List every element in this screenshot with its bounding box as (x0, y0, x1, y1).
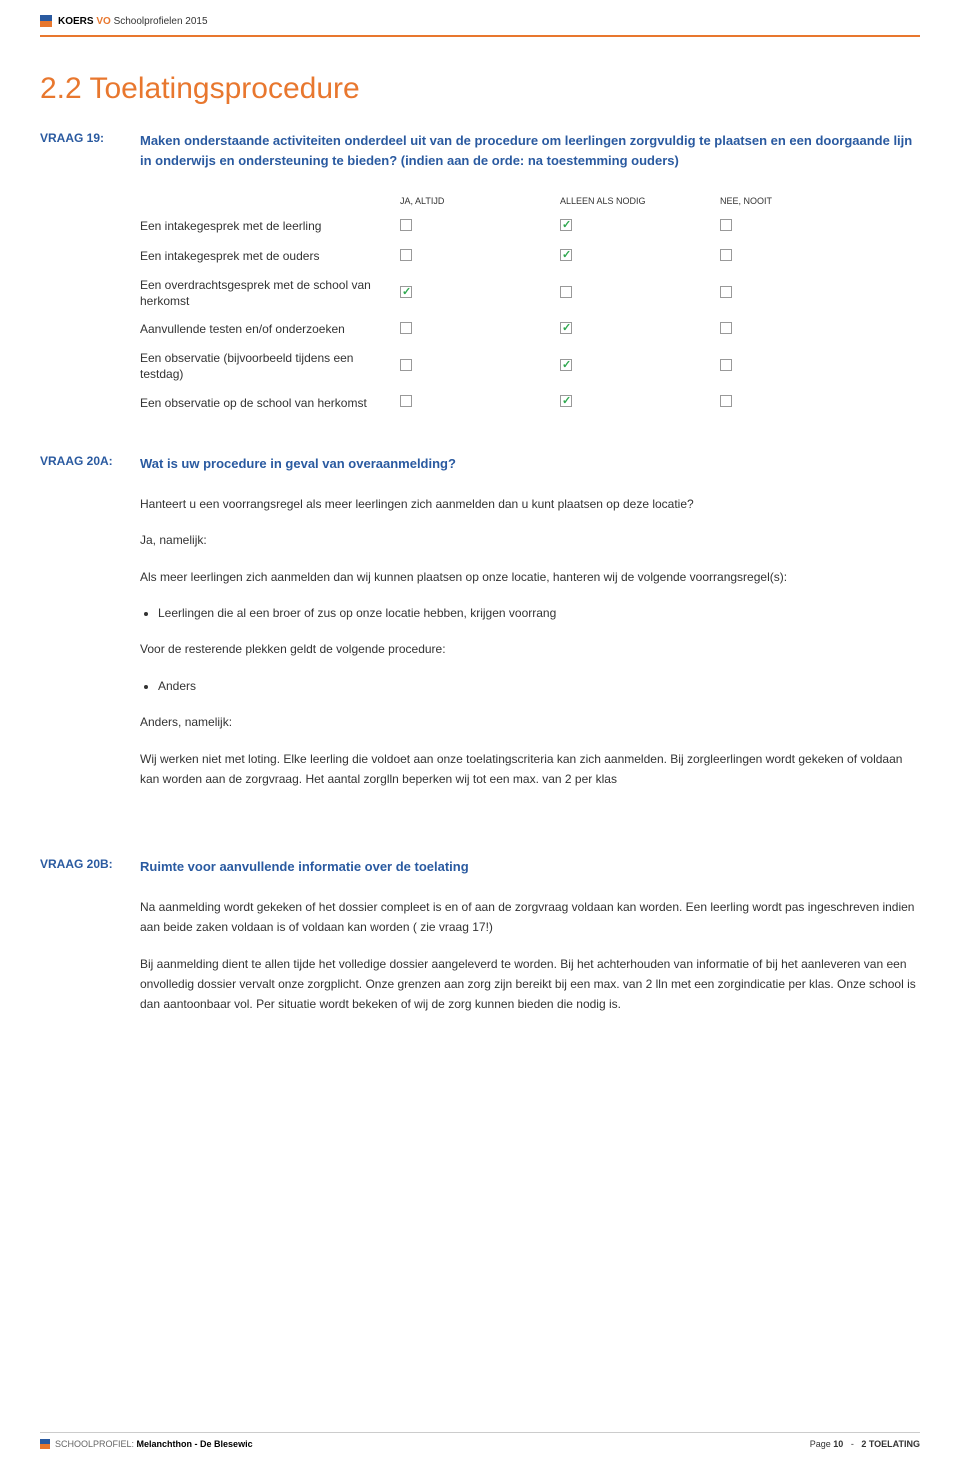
table-row: Een observatie op de school van herkomst (140, 388, 920, 418)
row-label: Een intakegesprek met de leerling (140, 219, 400, 235)
checkbox[interactable] (400, 322, 412, 334)
page-header: KOERS VO Schoolprofielen 2015 (40, 0, 920, 31)
checkbox-cell (560, 218, 720, 236)
vraag-20b: VRAAG 20B: Ruimte voor aanvullende infor… (40, 857, 920, 1030)
vraag-20b-p1: Na aanmelding wordt gekeken of het dossi… (140, 897, 920, 938)
checkbox-cell (720, 394, 880, 412)
vraag-20a-p4: Voor de resterende plekken geldt de volg… (140, 639, 920, 659)
checkbox-cell (400, 394, 560, 412)
checkbox[interactable] (400, 359, 412, 371)
vraag-20a-p2: Ja, namelijk: (140, 530, 920, 550)
col-header-2: ALLEEN ALS NODIG (560, 196, 720, 206)
checkbox[interactable] (560, 395, 572, 407)
table-row: Een intakegesprek met de ouders (140, 242, 920, 272)
vraag-19: VRAAG 19: Maken onderstaande activiteite… (40, 131, 920, 418)
checkbox[interactable] (400, 395, 412, 407)
footer-school-name: Melanchthon - De Blesewic (137, 1439, 253, 1449)
checkbox[interactable] (720, 395, 732, 407)
table-row: Aanvullende testen en/of onderzoeken (140, 315, 920, 345)
col-header-3: NEE, NOOIT (720, 196, 880, 206)
bullet-item: Leerlingen die al een broer of zus op on… (158, 603, 920, 623)
row-label: Een intakegesprek met de ouders (140, 249, 400, 265)
checkbox-cell (560, 394, 720, 412)
vraag-20a-p1: Hanteert u een voorrangsregel als meer l… (140, 494, 920, 514)
section-title: 2.2 Toelatingsprocedure (40, 72, 920, 106)
vraag-20a-bullets-1: Leerlingen die al een broer of zus op on… (158, 603, 920, 623)
checkbox-cell (720, 358, 880, 376)
checkbox-cell (400, 285, 560, 303)
vraag-19-table: JA, ALTIJD ALLEEN ALS NODIG NEE, NOOIT E… (140, 190, 920, 418)
row-label: Aanvullende testen en/of onderzoeken (140, 322, 400, 338)
checkbox[interactable] (560, 322, 572, 334)
checkbox[interactable] (560, 359, 572, 371)
checkbox-cell (400, 218, 560, 236)
checkbox-cell (560, 248, 720, 266)
vraag-20a: VRAAG 20A: Wat is uw procedure in geval … (40, 454, 920, 805)
footer-divider (40, 1432, 920, 1433)
table-row: Een intakegesprek met de leerling (140, 212, 920, 242)
checkbox[interactable] (720, 286, 732, 298)
checkbox[interactable] (720, 249, 732, 261)
page-footer: SCHOOLPROFIEL: Melanchthon - De Blesewic… (40, 1432, 920, 1449)
footer-page-label: Page (810, 1439, 831, 1449)
footer-page-number: 10 (833, 1439, 843, 1449)
footer-brand-icon (40, 1439, 50, 1449)
bullet-item: Anders (158, 676, 920, 696)
brand-black: KOERS (58, 16, 94, 27)
table-row: Een overdrachtsgesprek met de school van… (140, 272, 920, 315)
brand-icon (40, 15, 52, 27)
table-header-row: JA, ALTIJD ALLEEN ALS NODIG NEE, NOOIT (140, 190, 920, 212)
row-label: Een observatie (bijvoorbeeld tijdens een… (140, 351, 400, 382)
vraag-20b-question: Ruimte voor aanvullende informatie over … (140, 857, 920, 877)
row-label: Een overdrachtsgesprek met de school van… (140, 278, 400, 309)
footer-sep: - (851, 1439, 854, 1449)
vraag-20a-label: VRAAG 20A: (40, 454, 140, 805)
row-label: Een observatie op de school van herkomst (140, 396, 400, 412)
footer-chapter: 2 TOELATING (861, 1439, 920, 1449)
checkbox[interactable] (560, 286, 572, 298)
vraag-20a-question: Wat is uw procedure in geval van overaan… (140, 454, 920, 474)
vraag-20a-p6: Wij werken niet met loting. Elke leerlin… (140, 749, 920, 790)
vraag-20a-bullets-2: Anders (158, 676, 920, 696)
vraag-20a-p5: Anders, namelijk: (140, 712, 920, 732)
table-row: Een observatie (bijvoorbeeld tijdens een… (140, 345, 920, 388)
footer-page-info: Page 10 - 2 TOELATING (810, 1439, 920, 1449)
checkbox[interactable] (720, 359, 732, 371)
checkbox-cell (400, 248, 560, 266)
footer-label: SCHOOLPROFIEL: (55, 1439, 134, 1449)
checkbox-cell (400, 358, 560, 376)
vraag-19-question: Maken onderstaande activiteiten onderdee… (140, 131, 920, 170)
col-header-1: JA, ALTIJD (400, 196, 560, 206)
vraag-20b-p2: Bij aanmelding dient te allen tijde het … (140, 954, 920, 1015)
checkbox-cell (560, 321, 720, 339)
header-divider (40, 35, 920, 37)
checkbox-cell (720, 218, 880, 236)
checkbox-cell (560, 285, 720, 303)
brand-rest: Schoolprofielen 2015 (114, 16, 208, 27)
checkbox[interactable] (720, 322, 732, 334)
checkbox[interactable] (400, 219, 412, 231)
checkbox[interactable] (400, 249, 412, 261)
checkbox-cell (400, 321, 560, 339)
checkbox-cell (560, 358, 720, 376)
checkbox[interactable] (400, 286, 412, 298)
vraag-19-label: VRAAG 19: (40, 131, 140, 418)
vraag-20a-p3: Als meer leerlingen zich aanmelden dan w… (140, 567, 920, 587)
vraag-20b-label: VRAAG 20B: (40, 857, 140, 1030)
checkbox[interactable] (560, 249, 572, 261)
checkbox[interactable] (720, 219, 732, 231)
checkbox-cell (720, 321, 880, 339)
header-text: KOERS VO Schoolprofielen 2015 (58, 16, 208, 27)
checkbox[interactable] (560, 219, 572, 231)
checkbox-cell (720, 285, 880, 303)
checkbox-cell (720, 248, 880, 266)
brand-orange: VO (96, 16, 110, 27)
